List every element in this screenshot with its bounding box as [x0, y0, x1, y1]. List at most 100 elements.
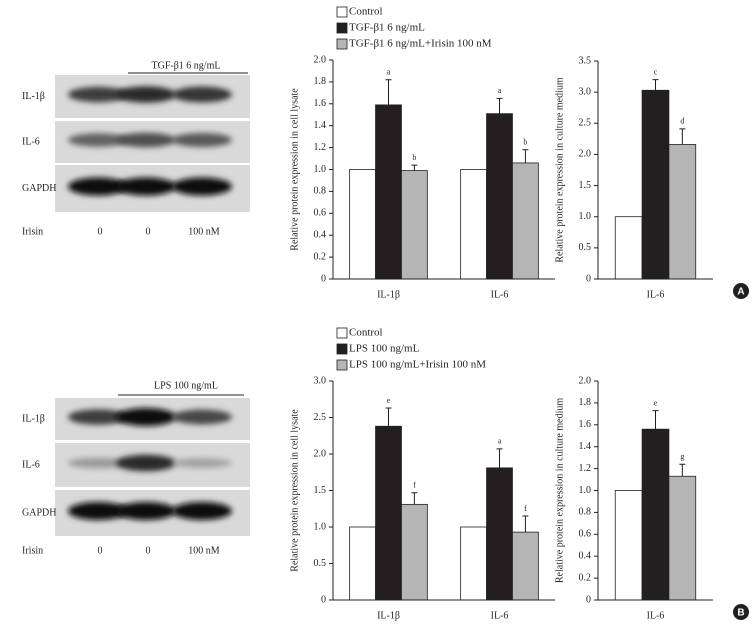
y-tick-label: 1.6 [579, 419, 592, 430]
blot-band [68, 133, 128, 147]
bar [614, 216, 643, 280]
significance-letter: a [498, 437, 502, 446]
blot-row-label: IL-1β [22, 91, 45, 102]
blot-band [172, 502, 232, 520]
y-tick-label: 0.8 [579, 507, 592, 518]
bar [486, 467, 513, 601]
x-tick-label: IL-6 [647, 289, 665, 300]
significance-letter: d [680, 117, 684, 126]
lane-label: 0 [98, 545, 103, 556]
bar [614, 490, 643, 601]
y-tick-label: 1.0 [579, 485, 592, 496]
y-tick-label: 1.2 [314, 142, 327, 153]
y-tick-label: 2.0 [314, 54, 327, 65]
error-bar [652, 410, 659, 430]
panel-badge [733, 283, 749, 299]
error-bar [679, 128, 686, 145]
y-axis-label: Relative protein expression in culture m… [554, 77, 565, 262]
y-axis-label: Relative protein expression in cell lysa… [289, 88, 300, 251]
blot-band [116, 454, 176, 472]
y-tick-label: 0 [321, 594, 326, 605]
y-tick-label: 0.4 [579, 550, 592, 561]
significance-letter: a [498, 86, 502, 95]
blot-row-label: GAPDH [22, 183, 56, 194]
bar [460, 526, 487, 601]
bar [375, 425, 402, 601]
y-tick-label: 1.0 [314, 164, 327, 175]
legend-swatch [336, 327, 348, 339]
y-tick-label: 1.0 [579, 211, 592, 222]
bar [486, 113, 513, 280]
y-tick-label: 1.8 [314, 76, 327, 87]
y-tick-label: 1.4 [314, 120, 327, 131]
legend-swatch [336, 38, 348, 50]
blot-band [68, 502, 128, 520]
legend-label: Control [349, 6, 383, 18]
lane-row-label: Irisin [22, 226, 43, 237]
x-tick-label: IL-6 [491, 289, 509, 300]
y-tick-label: 0.6 [579, 529, 592, 540]
y-tick-label: 1.5 [579, 180, 592, 191]
y-tick-label: 0 [586, 273, 591, 284]
legend-label: TGF-β1 6 ng/mL [349, 22, 425, 34]
bar [512, 162, 539, 280]
y-axis-label: Relative protein expression in culture m… [554, 398, 565, 583]
significance-letter: a [387, 68, 391, 77]
y-tick-label: 1.8 [579, 397, 592, 408]
blot-band [68, 457, 128, 469]
bar [641, 89, 670, 280]
bar [349, 526, 376, 601]
y-tick-label: 0 [586, 594, 591, 605]
blot-row-label: GAPDH [22, 507, 56, 518]
blot-band [116, 502, 176, 520]
y-tick-label: 2.5 [314, 412, 327, 423]
x-tick-label: IL-6 [647, 610, 665, 621]
y-tick-label: 2.5 [579, 118, 592, 129]
blot-band [68, 86, 128, 103]
y-tick-label: 1.5 [314, 485, 327, 496]
error-bar [679, 463, 686, 477]
error-bar [496, 97, 503, 114]
bar [401, 170, 428, 280]
bar [375, 104, 402, 280]
blot-band [172, 177, 232, 196]
panel-letter: B [737, 608, 744, 619]
legend-swatch [336, 343, 348, 355]
significance-letter: e [654, 398, 658, 407]
y-tick-label: 0.2 [314, 251, 327, 262]
y-tick-label: 2.0 [314, 448, 327, 459]
treatment-label: LPS 100 ng/mL [154, 380, 218, 391]
blot-band [172, 133, 232, 147]
significance-letter: g [680, 452, 684, 461]
treatment-label: TGF-β1 6 ng/mL [152, 60, 221, 71]
lane-label: 0 [146, 545, 151, 556]
blot-row-label: IL-6 [22, 459, 40, 470]
significance-letter: e [387, 396, 391, 405]
significance-letter: f [524, 504, 527, 513]
y-tick-label: 0 [321, 273, 326, 284]
y-tick-label: 3.0 [314, 375, 327, 386]
bar [668, 144, 697, 280]
legend-label: LPS 100 ng/mL+Irisin 100 nM [349, 359, 486, 371]
y-axis-label: Relative protein expression in cell lysa… [289, 409, 300, 572]
legend-swatch [336, 359, 348, 371]
blot-band [116, 177, 176, 196]
y-tick-label: 3.5 [579, 55, 592, 66]
error-bar [522, 515, 529, 533]
y-tick-label: 0.5 [314, 558, 327, 569]
bar [512, 531, 539, 601]
legend-swatch [336, 22, 348, 34]
y-tick-label: 1.4 [579, 441, 592, 452]
bar [401, 503, 428, 601]
y-tick-label: 1.6 [314, 98, 327, 109]
lane-label: 0 [146, 226, 151, 237]
y-tick-label: 1.2 [579, 463, 592, 474]
y-tick-label: 0.5 [579, 242, 592, 253]
y-tick-label: 0.6 [314, 208, 327, 219]
legend-label: Control [349, 327, 383, 339]
bar [460, 169, 487, 280]
y-tick-label: 1.0 [314, 521, 327, 532]
blot-row-label: IL-1β [22, 413, 45, 424]
error-bar [522, 149, 529, 163]
